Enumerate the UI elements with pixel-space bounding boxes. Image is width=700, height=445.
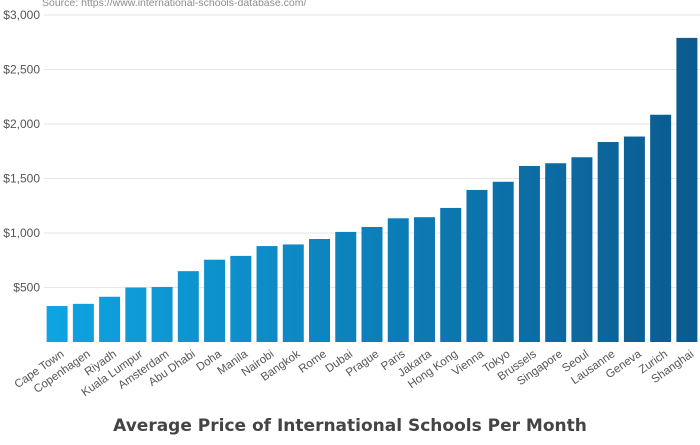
- y-tick-label: $1,000: [3, 226, 40, 240]
- bar: [545, 163, 567, 342]
- bar: [177, 271, 199, 342]
- bar: [571, 157, 593, 342]
- bar: [204, 259, 226, 342]
- bar: [46, 306, 68, 342]
- y-tick-label: $2,500: [3, 63, 40, 77]
- bar: [256, 246, 278, 342]
- bar: [518, 165, 540, 342]
- y-tick-label: $500: [13, 281, 40, 295]
- bar: [650, 114, 672, 342]
- y-tick-label: $1,500: [3, 172, 40, 186]
- y-axis-ticks: $500 $1,000 $1,500 $2,000 $2,500 $3,000: [3, 8, 40, 295]
- bar: [492, 181, 514, 342]
- source-note: Source: https://www.international-school…: [42, 0, 307, 9]
- bars: [46, 37, 698, 342]
- bar: [440, 207, 462, 342]
- bar: [282, 244, 304, 342]
- bar: [309, 238, 331, 342]
- bar: [125, 287, 147, 342]
- bar: [72, 303, 94, 342]
- bar: [387, 218, 409, 342]
- y-tick-label: $3,000: [3, 8, 40, 22]
- chart-title: Average Price of International Schools P…: [113, 416, 587, 436]
- bar: [413, 217, 435, 342]
- bar: [335, 231, 357, 342]
- bar: [597, 141, 619, 342]
- bar: [230, 255, 252, 342]
- bar: [623, 136, 645, 342]
- bar: [151, 286, 173, 342]
- bar: [99, 296, 121, 342]
- bar: [466, 189, 488, 342]
- bar: [361, 227, 383, 342]
- x-tick-label: Rome: [297, 348, 329, 375]
- y-tick-label: $2,000: [3, 117, 40, 131]
- bar: [676, 37, 698, 342]
